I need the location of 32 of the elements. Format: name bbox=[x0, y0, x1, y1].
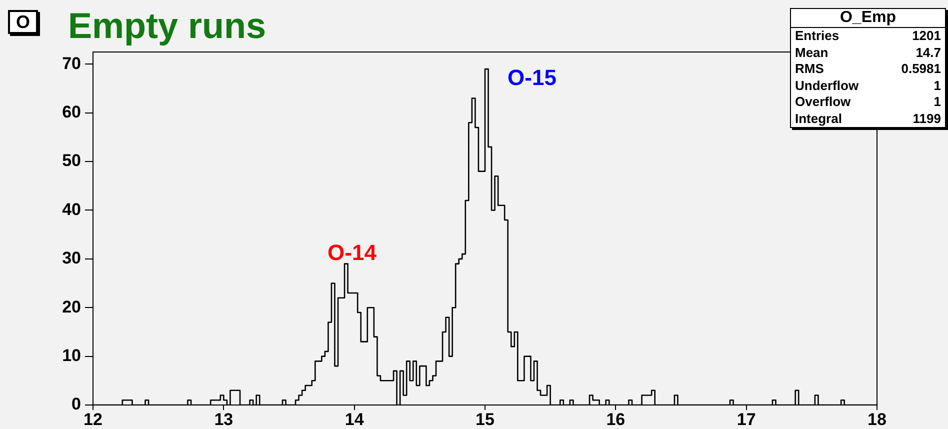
y-tick-label: 0 bbox=[72, 394, 81, 414]
annotation: Overflow bbox=[795, 94, 851, 110]
y-tick-label: 50 bbox=[62, 151, 81, 170]
annotation: Underflow bbox=[795, 78, 859, 94]
x-tick-label: 17 bbox=[736, 410, 756, 429]
annotation: O-15 bbox=[506, 65, 558, 91]
annotation: RMS bbox=[795, 61, 824, 78]
text: Entries bbox=[795, 28, 840, 44]
annotation: Mean bbox=[795, 44, 828, 61]
y-tick-label: 20 bbox=[62, 297, 81, 316]
y-tick-label: 70 bbox=[62, 54, 81, 73]
annotation: O-14 bbox=[326, 240, 378, 266]
x-tick-label: 18 bbox=[868, 410, 886, 429]
text: 1 bbox=[934, 94, 941, 110]
chart-title: Empty runs bbox=[68, 4, 266, 48]
x-tick-label: 15 bbox=[476, 410, 494, 429]
text: 0.5981 bbox=[901, 61, 941, 78]
x-tick-label: 12 bbox=[84, 410, 102, 429]
y-tick-label: 10 bbox=[62, 346, 81, 365]
text: O bbox=[8, 10, 38, 34]
y-tick-label: 30 bbox=[62, 248, 81, 268]
text: 1201 bbox=[912, 28, 941, 44]
y-tick-label: 40 bbox=[62, 200, 81, 219]
text: 1 bbox=[934, 78, 941, 94]
text: 1199 bbox=[912, 110, 941, 127]
x-tick-label: 14 bbox=[344, 410, 364, 429]
x-tick-label: 13 bbox=[214, 410, 234, 429]
text: 14.7 bbox=[916, 44, 941, 61]
text: O_Emp bbox=[791, 9, 945, 28]
y-tick-label: 60 bbox=[62, 102, 81, 122]
x-tick-label: 16 bbox=[606, 410, 626, 429]
annotation: Integral bbox=[795, 110, 842, 127]
